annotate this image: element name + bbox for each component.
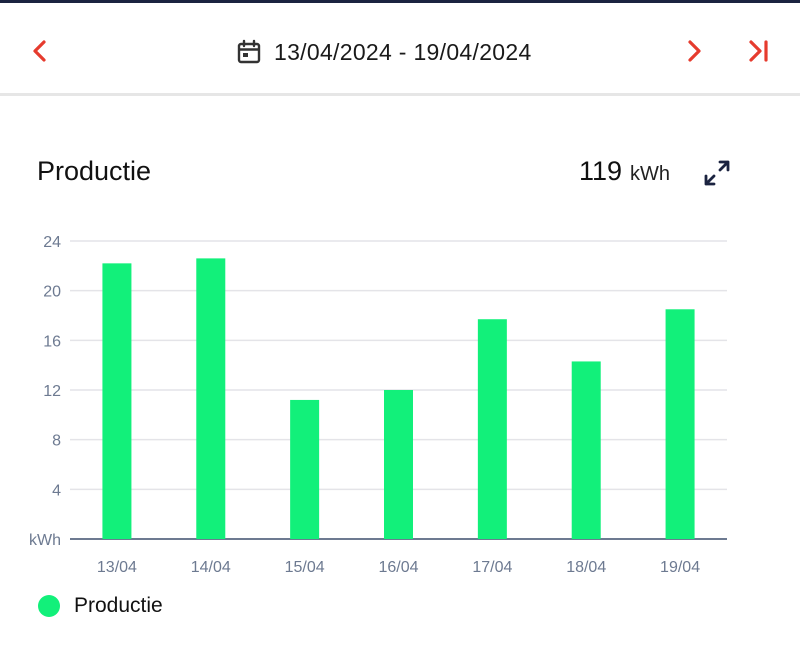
y-axis-unit-label: kWh: [29, 532, 61, 549]
total-production: 119 kWh: [579, 156, 670, 187]
y-tick-label: 20: [43, 284, 61, 301]
legend-label: Productie: [74, 594, 163, 617]
bar-13-04: [102, 263, 132, 539]
x-tick-label: 15/04: [285, 559, 325, 576]
total-value: 119: [579, 156, 623, 186]
production-bar-chart: 24 20 16 12 8 4 kWh 13/04 14/04 15/04 16/04 17/04 18…: [29, 234, 727, 576]
skip-to-end-icon: [749, 40, 768, 62]
calendar-icon: [237, 39, 261, 64]
x-tick-label: 14/04: [191, 559, 231, 576]
y-tick-label: 16: [43, 333, 61, 350]
header-divider: [0, 93, 800, 96]
date-range-picker[interactable]: 13/04/2024 - 19/04/2024: [236, 35, 532, 69]
next-period-button[interactable]: [676, 33, 712, 69]
date-navigation-bar: 13/04/2024 - 19/04/2024: [0, 3, 800, 93]
expand-chart-button[interactable]: [700, 156, 734, 190]
chart-title: Productie: [37, 156, 152, 186]
previous-period-button[interactable]: [22, 33, 58, 69]
top-border: [0, 0, 800, 3]
legend-marker: [38, 595, 60, 617]
last-period-button[interactable]: [740, 33, 776, 69]
bar-14-04: [196, 258, 226, 539]
y-tick-label: 8: [52, 433, 61, 450]
x-tick-label: 13/04: [97, 559, 137, 576]
bar-18-04: [571, 361, 601, 539]
bar-16-04: [384, 390, 413, 539]
y-tick-label: 12: [43, 383, 61, 400]
x-tick-label: 16/04: [378, 559, 418, 576]
y-tick-label: 4: [52, 482, 61, 499]
x-tick-label: 19/04: [660, 559, 700, 576]
date-range-label: 13/04/2024 - 19/04/2024: [274, 38, 532, 65]
chevron-left-icon: [33, 40, 46, 62]
chevron-right-icon: [688, 40, 701, 62]
chart-legend: Productie: [38, 594, 163, 618]
y-tick-label: 24: [43, 234, 61, 251]
total-unit: kWh: [630, 163, 671, 185]
bar-15-04: [290, 399, 320, 539]
expand-icon: [704, 160, 730, 186]
x-tick-label: 18/04: [566, 559, 606, 576]
bar-17-04: [477, 319, 507, 539]
x-tick-label: 17/04: [472, 559, 512, 576]
bar-19-04: [665, 309, 695, 539]
